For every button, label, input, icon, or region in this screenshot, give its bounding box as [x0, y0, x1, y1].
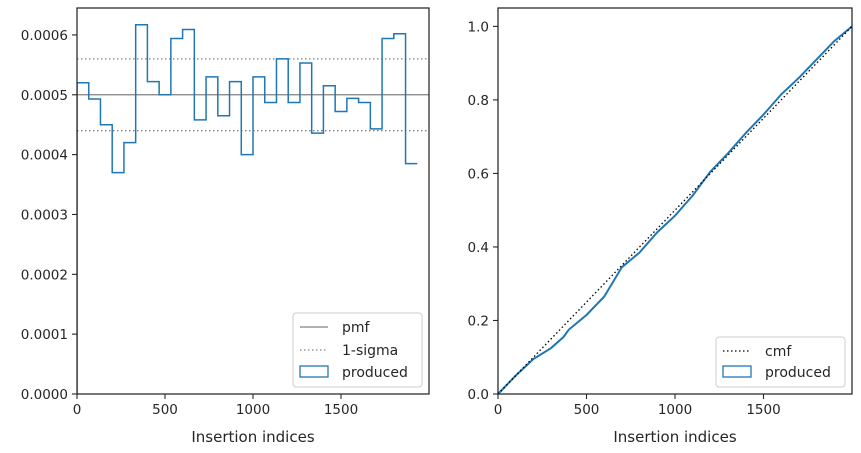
cumulative-x-axis-label: Insertion indices [613, 428, 736, 446]
cumulative-plot-area [498, 8, 852, 394]
y-tick-label: 0.0002 [21, 267, 68, 283]
y-tick-label: 0.0004 [21, 148, 68, 164]
y-tick-label: 0.0006 [21, 28, 68, 44]
legend-pmf-label: pmf [342, 320, 371, 336]
y-tick-label: 0.4 [468, 240, 489, 256]
legend-sigma-label: 1-sigma [342, 343, 398, 359]
histogram-legend: pmf 1-sigma produced [293, 313, 422, 387]
legend-cmf-label: cmf [765, 344, 792, 360]
y-tick-label: 0.0001 [21, 327, 68, 343]
y-tick-label: 1.0 [468, 19, 489, 35]
cumulative-legend: cmf produced [716, 337, 845, 387]
cumulative-panel: 0 500 1000 1500 0.0 0.2 0.4 0.6 0.8 1.0 Insertion… [468, 8, 852, 446]
y-tick-label: 0.8 [468, 93, 489, 109]
x-tick-label: 1000 [658, 402, 692, 418]
x-tick-label: 500 [574, 402, 600, 418]
x-tick-label: 0 [494, 402, 503, 418]
y-tick-label: 0.6 [468, 166, 489, 182]
legend-produced-label: produced [342, 365, 408, 381]
y-tick-label: 0.0005 [21, 88, 68, 104]
x-tick-label: 1500 [746, 402, 780, 418]
histogram-x-axis-label: Insertion indices [191, 428, 314, 446]
x-tick-label: 1500 [324, 402, 358, 418]
x-tick-label: 0 [73, 402, 82, 418]
y-tick-label: 0.0000 [21, 387, 68, 403]
histogram-panel: 0 500 1000 1500 0.0000 0.0001 0.0002 0.0003 0.00… [21, 8, 429, 446]
legend-produced-label-right: produced [765, 365, 831, 381]
y-tick-label: 0.2 [468, 313, 489, 329]
x-tick-label: 1000 [236, 402, 270, 418]
y-tick-label: 0.0 [468, 387, 489, 403]
y-tick-label: 0.0003 [21, 207, 68, 223]
x-tick-label: 500 [152, 402, 178, 418]
